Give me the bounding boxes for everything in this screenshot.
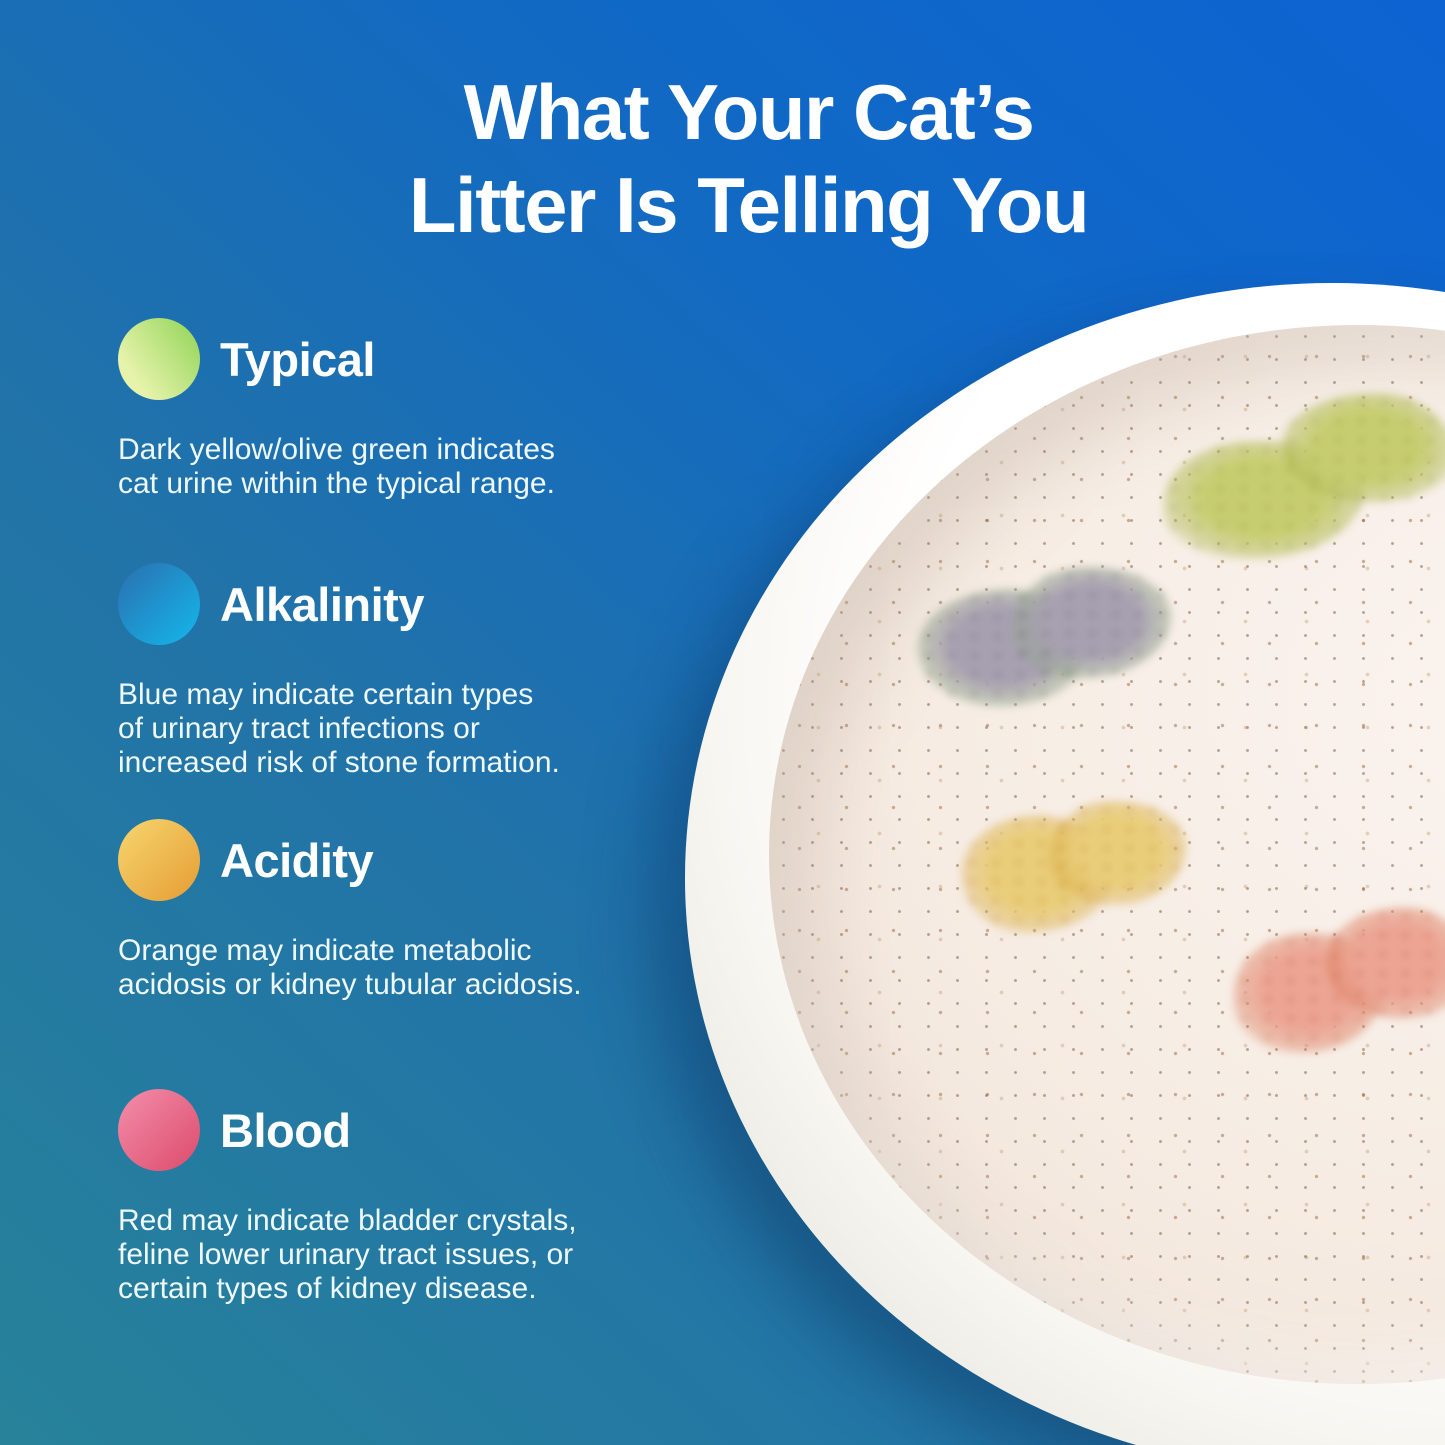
legend-title-typical: Typical	[220, 332, 375, 386]
legend-header-blood: Blood	[118, 1089, 683, 1171]
litter-surface	[769, 324, 1445, 1384]
description-line: cat urine within the typical range.	[118, 467, 555, 500]
description-line: Dark yellow/olive green indicates	[118, 433, 555, 466]
legend-header-alkalinity: Alkalinity	[118, 563, 683, 645]
legend-item-acidity: Acidity Orange may indicate metabolic ac…	[118, 819, 683, 1002]
alkalinity-color-dot-icon	[118, 563, 200, 645]
legend-item-alkalinity: Alkalinity Blue may indicate certain typ…	[118, 563, 683, 780]
legend-item-blood: Blood Red may indicate bladder crystals,…	[118, 1089, 683, 1306]
page-title: What Your Cat’s Litter Is Telling You	[26, 66, 1445, 252]
blood-color-dot-icon	[118, 1089, 200, 1171]
legend-description-typical: Dark yellow/olive green indicates cat ur…	[118, 433, 683, 501]
description-line: increased risk of stone formation.	[118, 746, 560, 779]
legend-title-alkalinity: Alkalinity	[220, 577, 424, 631]
salmon-red-patch	[1233, 907, 1445, 1053]
legend-description-acidity: Orange may indicate metabolic acidosis o…	[118, 934, 683, 1002]
gray-blue-patch	[917, 567, 1172, 707]
legend-title-acidity: Acidity	[220, 833, 374, 887]
legend-header-typical: Typical	[118, 318, 683, 400]
page-title-line-2: Litter Is Telling You	[408, 161, 1090, 249]
description-line: Blue may indicate certain types	[118, 678, 534, 711]
description-line: Red may indicate bladder crystals,	[118, 1204, 577, 1237]
page-title-line-1: What Your Cat’s	[463, 68, 1035, 156]
description-line: certain types of kidney disease.	[118, 1272, 537, 1305]
legend-item-typical: Typical Dark yellow/olive green indicate…	[118, 318, 683, 501]
legend-description-blood: Red may indicate bladder crystals, felin…	[118, 1204, 683, 1306]
description-line: of urinary tract infections or	[118, 712, 480, 745]
legend-title-blood: Blood	[220, 1103, 351, 1157]
acidity-color-dot-icon	[118, 819, 200, 901]
description-line: feline lower urinary tract issues, or	[118, 1238, 574, 1271]
amber-patch	[961, 801, 1187, 933]
legend-header-acidity: Acidity	[118, 819, 683, 901]
description-line: acidosis or kidney tubular acidosis.	[118, 968, 582, 1001]
typical-color-dot-icon	[118, 318, 200, 400]
description-line: Orange may indicate metabolic	[118, 934, 532, 967]
olive-green-patch	[1163, 393, 1445, 559]
legend-description-alkalinity: Blue may indicate certain types of urina…	[118, 678, 683, 780]
litter-bowl-dish	[685, 283, 1445, 1445]
